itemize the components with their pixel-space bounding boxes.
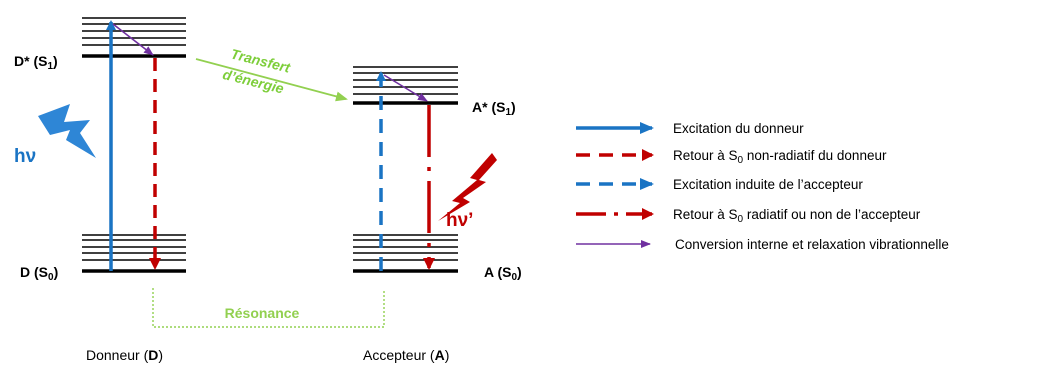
donor-ground-label: D (S0) <box>20 264 58 283</box>
energy-transfer-arrow <box>195 58 348 102</box>
legend-item-donor-excitation: Excitation du donneur <box>673 121 804 136</box>
emission-lightning-bolt-icon <box>438 153 497 221</box>
resonance-label: Résonance <box>225 305 300 321</box>
donor-excited-levels <box>82 17 186 58</box>
acceptor-ground-label: A (S0) <box>484 264 522 283</box>
acceptor-relaxation-arrow <box>383 74 428 102</box>
donor-caption: Donneur (D) <box>86 347 163 363</box>
donor-relaxation-arrow <box>112 23 154 56</box>
hv-absorption-label: hν <box>14 146 36 167</box>
legend-item-donor-nonradiative: Retour à S0 non-radiatif du donneur <box>673 148 887 166</box>
acceptor-excited-label: A* (S1) <box>472 99 516 118</box>
acceptor-caption: Accepteur (A) <box>363 347 449 363</box>
acceptor-excited-levels <box>353 66 458 105</box>
hv-emission-label: hν’ <box>446 210 473 231</box>
legend-item-acceptor-excitation: Excitation induite de l’accepteur <box>673 177 863 192</box>
acceptor-ground-levels <box>353 234 458 273</box>
legend: Excitation du donneur Retour à S0 non-ra… <box>576 121 949 252</box>
legend-item-internal-conversion: Conversion interne et relaxation vibrati… <box>675 237 949 252</box>
donor-excited-label: D* (S1) <box>14 53 58 72</box>
resonance-bracket <box>152 288 385 328</box>
legend-item-acceptor-return: Retour à S0 radiatif ou non de l’accepte… <box>673 207 921 225</box>
donor-ground-levels <box>82 234 186 273</box>
absorption-lightning-bolt-icon <box>38 104 96 158</box>
